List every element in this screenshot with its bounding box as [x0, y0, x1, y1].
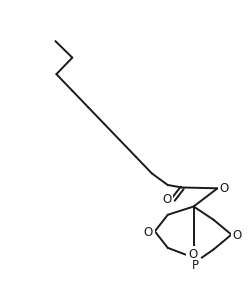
Text: P: P	[192, 259, 199, 272]
Text: O: O	[144, 226, 153, 239]
Text: O: O	[232, 229, 242, 242]
Text: O: O	[219, 182, 229, 195]
Text: O: O	[188, 248, 197, 261]
Text: O: O	[163, 193, 172, 206]
